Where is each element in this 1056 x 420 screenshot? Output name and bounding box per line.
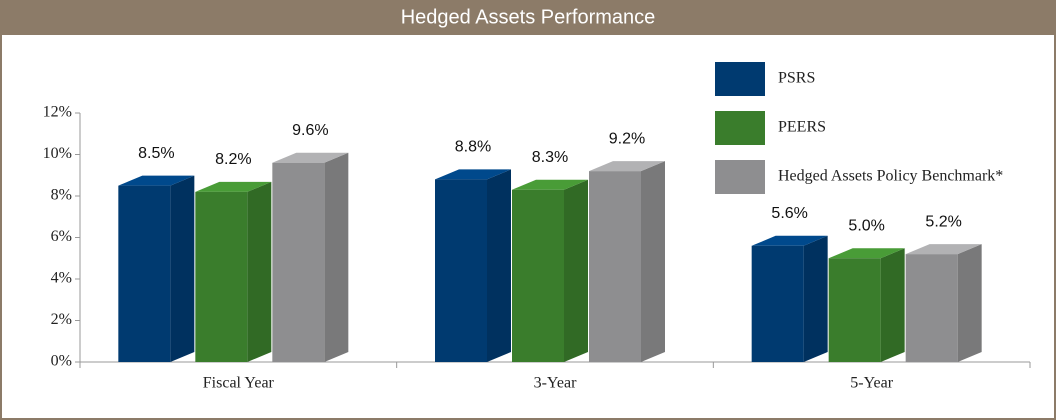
bar-top [905, 244, 982, 255]
legend-label: PSRS [778, 70, 815, 87]
chart-title: Hedged Assets Performance [401, 6, 656, 28]
bar [118, 175, 195, 362]
bar-top [512, 179, 588, 190]
bar-top [118, 175, 195, 186]
value-label: 8.3% [532, 149, 568, 166]
bar [905, 244, 982, 362]
legend-swatch [715, 62, 765, 96]
bar-top [589, 161, 665, 172]
bar [589, 161, 665, 362]
value-label: 8.5% [138, 145, 174, 162]
header-bar [0, 0, 1056, 35]
bar-side [803, 235, 828, 362]
legend-label: Hedged Assets Policy Benchmark* [778, 168, 1003, 185]
bar [828, 248, 905, 362]
y-tick-label: 0% [51, 353, 72, 370]
legend-swatch [715, 111, 765, 145]
x-tick-label: 5-Year [850, 375, 893, 392]
bar-front [512, 189, 564, 362]
value-label: 9.2% [609, 130, 645, 147]
bar-side [957, 244, 982, 362]
y-tick-label: 6% [51, 228, 72, 245]
bar-front [751, 245, 804, 362]
bar-top [751, 235, 828, 246]
bar-side [247, 181, 272, 362]
bar-top [828, 248, 905, 259]
bar-top [195, 181, 272, 192]
bar [512, 179, 588, 362]
value-label: 5.0% [848, 217, 884, 234]
value-label: 9.6% [292, 122, 328, 139]
bar-side [170, 175, 195, 362]
x-tick-label: 3-Year [534, 375, 577, 392]
bar-front [828, 258, 881, 362]
bar-front [589, 171, 641, 362]
legend-swatch [715, 160, 765, 194]
y-tick-label: 2% [51, 311, 72, 328]
legend-label: PEERS [778, 119, 826, 136]
y-tick-label: 8% [51, 187, 72, 204]
bar [195, 181, 272, 362]
x-tick-label: Fiscal Year [203, 375, 275, 392]
bar-front [435, 179, 487, 362]
value-label: 8.8% [455, 139, 491, 156]
bar-top [272, 152, 349, 163]
value-label: 5.2% [925, 213, 961, 230]
value-label: 8.2% [215, 151, 251, 168]
bar [751, 235, 828, 362]
y-tick-label: 4% [51, 270, 72, 287]
bar-side [487, 169, 511, 362]
bar-front [905, 254, 958, 362]
y-tick-label: 12% [43, 104, 72, 121]
bar-front [118, 185, 171, 362]
bar-side [564, 179, 588, 362]
bar-side [324, 152, 349, 362]
bar [272, 152, 349, 362]
bar-top [435, 169, 511, 180]
bar-front [195, 191, 248, 362]
bar-front [272, 162, 325, 362]
bar [435, 169, 511, 362]
value-label: 5.6% [771, 205, 807, 222]
bar-side [641, 161, 665, 362]
y-tick-label: 10% [43, 145, 72, 162]
bar-side [880, 248, 905, 362]
